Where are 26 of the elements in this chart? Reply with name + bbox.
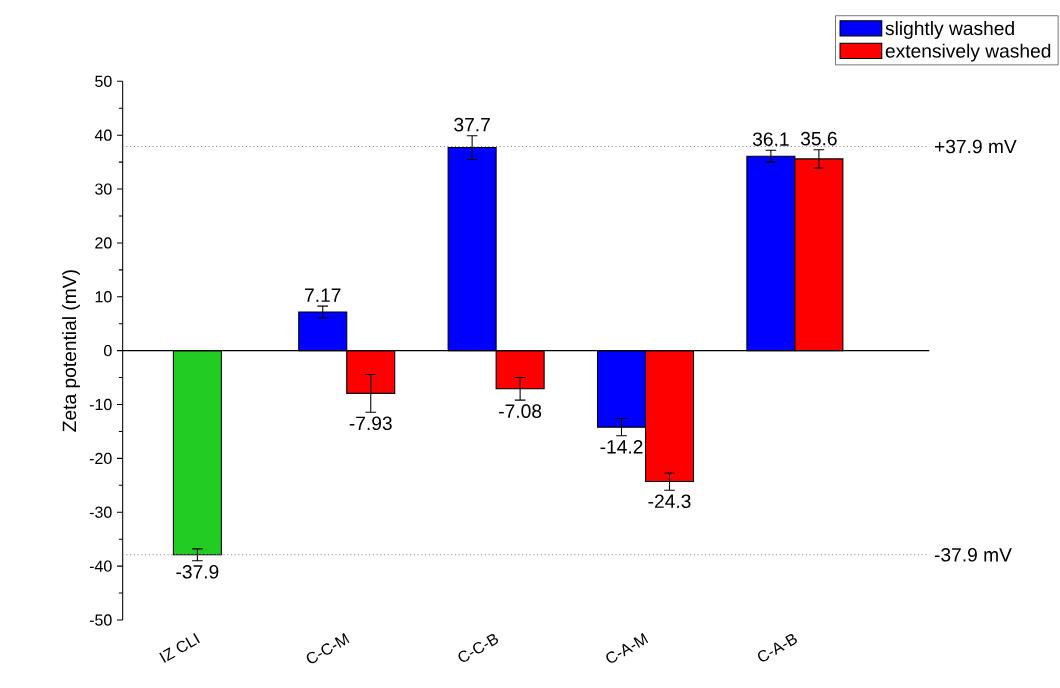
data-label: 7.17 — [305, 288, 341, 302]
y-tick-label: 40 — [94, 129, 112, 141]
data-label: -37.9 — [176, 565, 219, 579]
data-label: 35.6 — [800, 131, 837, 146]
y-axis-title: Zeta potential (mV) — [62, 270, 80, 432]
y-tick-label: -20 — [89, 452, 112, 465]
ref-line-label: -37.9 mV — [934, 548, 1012, 562]
y-tick-label: 0 — [104, 344, 112, 357]
data-label: -24.3 — [648, 494, 691, 509]
y-tick-label: 50 — [95, 75, 112, 87]
y-tick-label: -30 — [89, 506, 112, 518]
y-tick-label: 20 — [95, 237, 112, 249]
ref-line-label: +37.9 mV — [934, 139, 1017, 154]
data-label: -14.2 — [600, 440, 643, 454]
data-label: 36.1 — [752, 132, 789, 146]
legend-label: slightly washed — [885, 21, 1014, 39]
data-label: -7.08 — [499, 404, 542, 418]
y-tick-label: -10 — [89, 398, 112, 411]
y-tick-label: -40 — [89, 560, 112, 572]
y-tick-label: -50 — [89, 614, 112, 626]
data-label: 37.7 — [454, 117, 490, 132]
y-tick-label: 10 — [95, 291, 112, 303]
x-tick-label: IZ CLI — [159, 633, 200, 663]
y-tick-label: 30 — [95, 183, 112, 195]
data-label: -7.93 — [349, 416, 392, 431]
legend-label: extensively washed — [885, 43, 1051, 62]
